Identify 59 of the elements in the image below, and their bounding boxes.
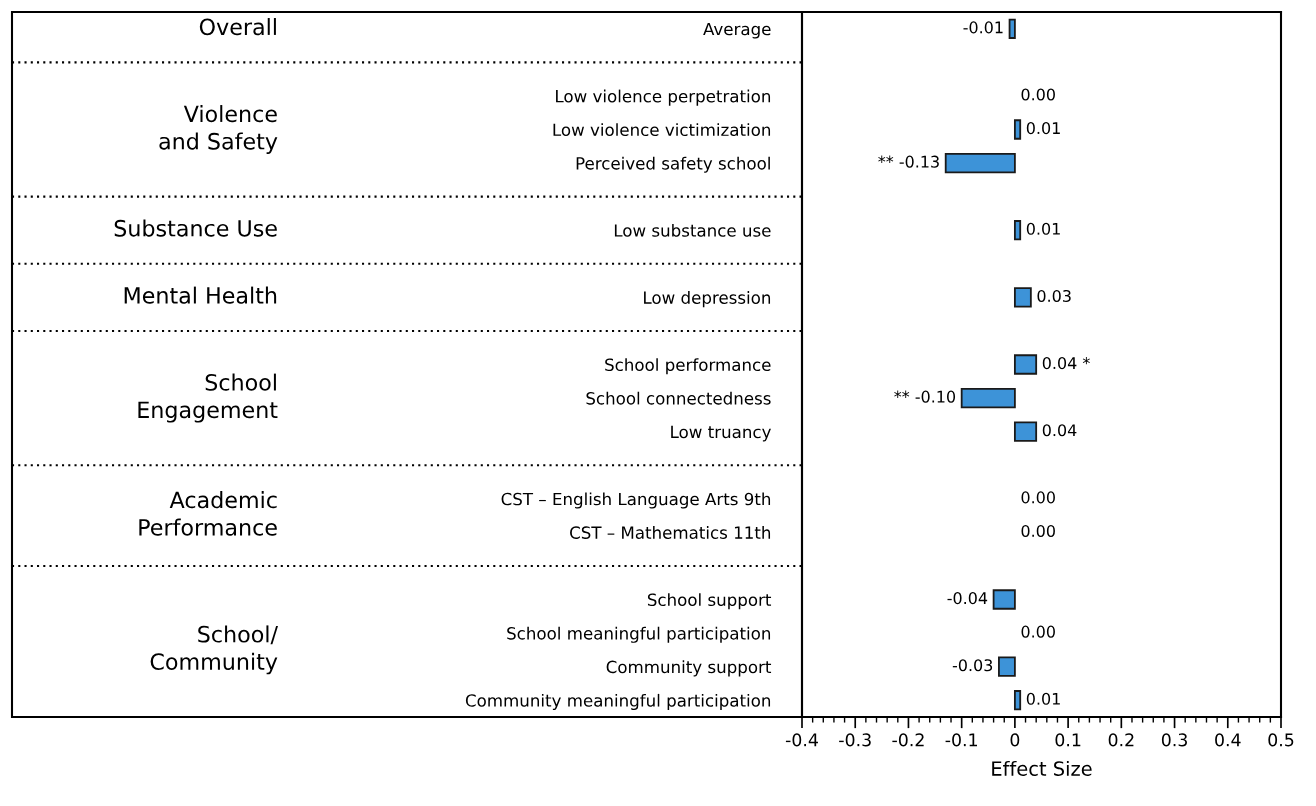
text: Violence and Safety <box>159 105 278 154</box>
bar <box>1013 690 1022 711</box>
y-tick-label: School connectedness <box>586 391 771 405</box>
y-tick-label: CST – Mathematics 11th <box>570 526 771 539</box>
data-label: 0.01 <box>1026 222 1060 235</box>
bar <box>960 387 1016 409</box>
bar <box>944 152 1016 174</box>
x-tick-label: -0.2 <box>892 733 924 747</box>
text: Mental Health <box>124 286 277 304</box>
x-tick-label: -0.3 <box>839 733 871 747</box>
text: Substance Use <box>114 219 277 237</box>
y-tick-label: Low violence victimization <box>553 123 771 137</box>
bar <box>1013 220 1022 241</box>
data-label: 0.01 <box>1026 122 1060 135</box>
bar <box>1008 18 1016 39</box>
bar <box>1013 354 1038 375</box>
x-tick-label: 0.5 <box>1268 733 1294 747</box>
x-tick-label: -0.1 <box>945 733 977 747</box>
y-tick-label: School meaningful participation <box>507 626 771 643</box>
bar <box>1013 421 1038 442</box>
x-tick-label: 0.4 <box>1215 733 1241 747</box>
x-tick-label: 0 <box>1010 733 1020 747</box>
y-tick-label: School performance <box>605 358 771 375</box>
data-label: 0.00 <box>1021 625 1055 638</box>
data-label: ** -0.10 <box>894 390 956 403</box>
bar <box>992 589 1016 610</box>
y-tick-label: Perceived safety school <box>576 156 770 173</box>
data-label: 0.04 * <box>1042 357 1090 370</box>
data-label: 0.00 <box>1021 524 1055 537</box>
text: Overall <box>199 18 276 36</box>
y-tick-label: Average <box>703 22 771 39</box>
data-label: 0.00 <box>1021 491 1055 504</box>
x-tick-label: 0.2 <box>1108 733 1134 747</box>
text: School/ Community <box>150 625 278 675</box>
bar <box>1013 287 1032 308</box>
data-label: ** -0.13 <box>878 155 939 168</box>
data-label: -0.03 <box>952 659 993 672</box>
y-tick-label: Low violence perpetration <box>556 89 771 106</box>
text: School Engagement <box>138 373 278 423</box>
y-tick-label: Low substance use <box>614 223 771 237</box>
data-label: 0.00 <box>1021 88 1055 101</box>
x-tick-label: 0.1 <box>1055 733 1081 747</box>
x-tick-label: -0.4 <box>785 733 818 747</box>
x-axis-title: Effect Size <box>992 760 1092 776</box>
x-tick-label: 0.3 <box>1161 733 1187 747</box>
y-tick-label: Community support <box>606 660 772 677</box>
data-label: -0.04 <box>947 592 988 605</box>
data-label: -0.01 <box>963 21 1003 34</box>
y-tick-label: CST – English Language Arts 9th <box>501 492 771 509</box>
data-label: 0.01 <box>1026 692 1060 705</box>
y-tick-label: Low depression <box>644 291 771 308</box>
y-tick-label: Low truancy <box>671 425 771 442</box>
bar <box>998 656 1016 677</box>
data-label: 0.03 <box>1037 289 1071 302</box>
y-tick-label: School support <box>647 593 772 610</box>
data-label: 0.04 <box>1042 424 1077 437</box>
bar <box>1013 119 1022 140</box>
y-tick-label: Community meaningful participation <box>465 693 771 711</box>
text: Academic Performance <box>139 491 277 536</box>
